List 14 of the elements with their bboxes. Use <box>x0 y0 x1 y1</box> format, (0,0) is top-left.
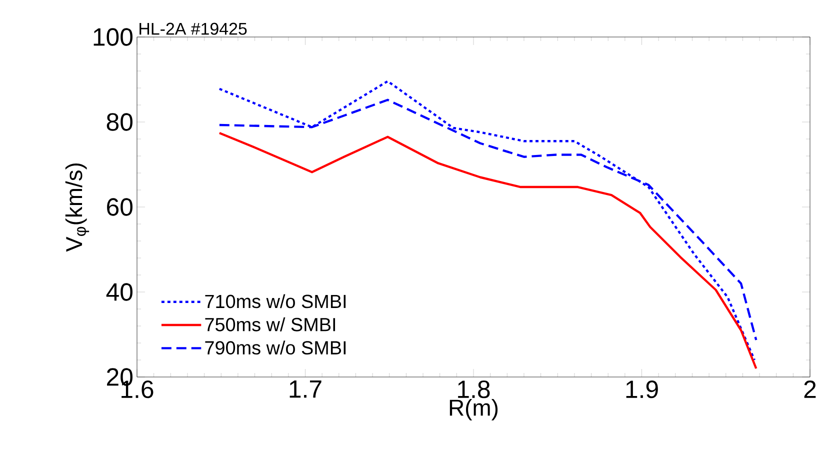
y-tick-label: 40 <box>106 283 132 301</box>
x-tick-label: 2 <box>804 380 816 398</box>
y-axis-title: V$_{φ}$(km/s) <box>65 164 90 252</box>
x-axis-title: R(m) <box>450 399 498 420</box>
y-tick-label: 80 <box>106 113 132 131</box>
legend-label: 750ms w/ SMBI <box>205 317 336 332</box>
y-tick-label: 60 <box>107 198 132 216</box>
x-tick-label: 1.9 <box>626 380 658 398</box>
y-tick-label: 100 <box>94 28 132 46</box>
x-tick-label: 1.8 <box>458 380 490 398</box>
legend-label: 790ms w/o SMBI <box>205 340 346 355</box>
x-tick-label: 1.7 <box>290 380 322 398</box>
legend-label: 710ms w/o SMBI <box>205 294 346 308</box>
text: HL-2A #19425 <box>140 22 247 35</box>
